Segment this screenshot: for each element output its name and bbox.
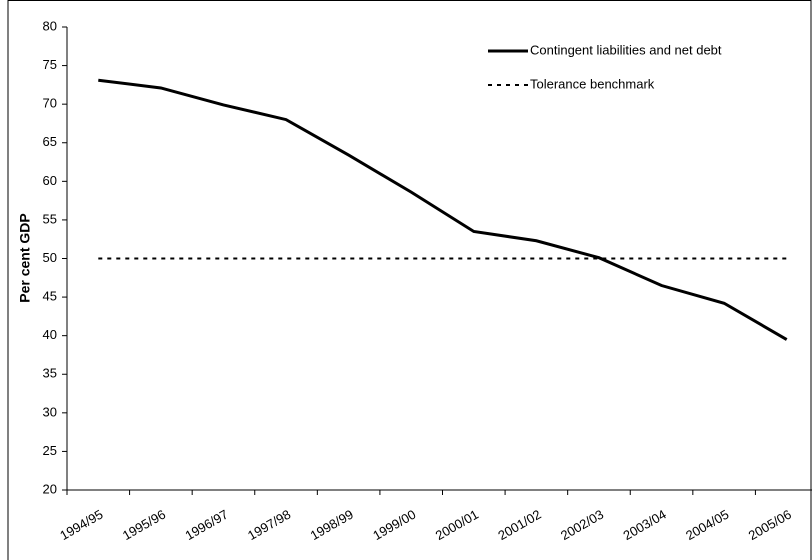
x-tick-label: 2004/05 <box>683 507 731 543</box>
y-tick-label: 65 <box>43 134 57 149</box>
y-axis-label: Per cent GDP <box>17 213 33 302</box>
x-tick-label: 1998/99 <box>308 507 356 543</box>
chart-frame <box>7 0 812 560</box>
y-tick-label: 40 <box>43 327 57 342</box>
x-tick-label: 2003/04 <box>621 507 669 543</box>
x-tick-label: 1997/98 <box>245 507 293 543</box>
series-line <box>98 78 788 341</box>
x-tick-label: 2000/01 <box>433 507 481 543</box>
x-tick-label: 1994/95 <box>57 507 105 543</box>
y-tick-label: 75 <box>43 57 57 72</box>
y-tick-label: 60 <box>43 173 57 188</box>
x-tick-label: 1996/97 <box>182 507 230 543</box>
y-tick-label: 50 <box>43 250 57 265</box>
y-tick-label: 35 <box>43 366 57 381</box>
y-tick-label: 30 <box>43 404 57 419</box>
y-tick-label: 55 <box>43 211 57 226</box>
y-tick-label: 80 <box>43 18 57 33</box>
y-tick-label: 45 <box>43 289 57 304</box>
legend-label: Contingent liabilities and net debt <box>530 42 722 57</box>
x-tick-label: 1995/96 <box>120 507 168 543</box>
y-tick-label: 25 <box>43 443 57 458</box>
legend-label: Tolerance benchmark <box>530 76 655 91</box>
y-tick-label: 20 <box>43 481 57 496</box>
x-tick-label: 2001/02 <box>495 507 543 543</box>
x-tick-label: 2005/06 <box>746 507 794 543</box>
x-tick-label: 1999/00 <box>370 507 418 543</box>
x-tick-label: 2002/03 <box>558 507 606 543</box>
y-tick-label: 70 <box>43 96 57 111</box>
